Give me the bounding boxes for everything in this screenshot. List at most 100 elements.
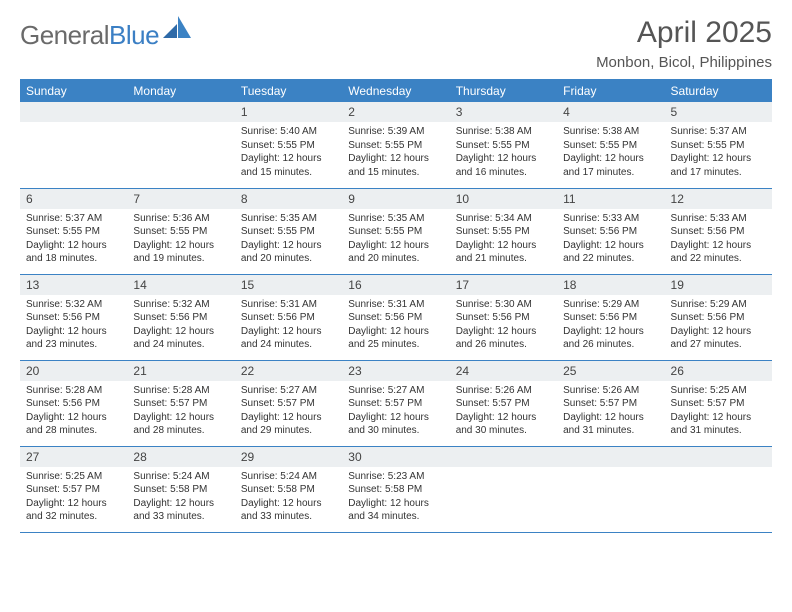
logo-text: GeneralBlue — [20, 20, 159, 51]
day-body: Sunrise: 5:38 AMSunset: 5:55 PMDaylight:… — [450, 122, 557, 185]
day-line-d1: Daylight: 12 hours — [563, 239, 658, 253]
day-line-ss: Sunset: 5:58 PM — [133, 483, 228, 497]
day-line-d1: Daylight: 12 hours — [241, 239, 336, 253]
day-number — [20, 102, 127, 122]
day-number: 12 — [665, 189, 772, 209]
day-cell: 9Sunrise: 5:35 AMSunset: 5:55 PMDaylight… — [342, 188, 449, 274]
logo-text-blue: Blue — [109, 20, 159, 50]
day-line-d2: and 31 minutes. — [671, 424, 766, 438]
day-body: Sunrise: 5:29 AMSunset: 5:56 PMDaylight:… — [665, 295, 772, 358]
day-line-ss: Sunset: 5:56 PM — [671, 311, 766, 325]
day-body: Sunrise: 5:24 AMSunset: 5:58 PMDaylight:… — [235, 467, 342, 530]
day-line-sr: Sunrise: 5:24 AM — [241, 470, 336, 484]
logo-text-general: General — [20, 20, 109, 50]
day-body: Sunrise: 5:37 AMSunset: 5:55 PMDaylight:… — [20, 209, 127, 272]
day-line-d2: and 25 minutes. — [348, 338, 443, 352]
day-line-d1: Daylight: 12 hours — [456, 239, 551, 253]
day-body: Sunrise: 5:24 AMSunset: 5:58 PMDaylight:… — [127, 467, 234, 530]
day-line-d2: and 15 minutes. — [348, 166, 443, 180]
day-line-ss: Sunset: 5:56 PM — [563, 311, 658, 325]
day-line-ss: Sunset: 5:57 PM — [241, 397, 336, 411]
day-line-ss: Sunset: 5:56 PM — [26, 397, 121, 411]
day-cell: 20Sunrise: 5:28 AMSunset: 5:56 PMDayligh… — [20, 360, 127, 446]
day-number: 10 — [450, 189, 557, 209]
day-line-sr: Sunrise: 5:33 AM — [671, 212, 766, 226]
day-line-sr: Sunrise: 5:39 AM — [348, 125, 443, 139]
day-line-ss: Sunset: 5:56 PM — [456, 311, 551, 325]
day-line-d1: Daylight: 12 hours — [348, 497, 443, 511]
day-cell: 5Sunrise: 5:37 AMSunset: 5:55 PMDaylight… — [665, 102, 772, 188]
day-line-d2: and 31 minutes. — [563, 424, 658, 438]
day-line-ss: Sunset: 5:55 PM — [241, 225, 336, 239]
day-cell: 27Sunrise: 5:25 AMSunset: 5:57 PMDayligh… — [20, 446, 127, 532]
day-line-ss: Sunset: 5:56 PM — [671, 225, 766, 239]
day-line-d2: and 27 minutes. — [671, 338, 766, 352]
day-body: Sunrise: 5:27 AMSunset: 5:57 PMDaylight:… — [235, 381, 342, 444]
day-number: 25 — [557, 361, 664, 381]
location: Monbon, Bicol, Philippines — [596, 54, 772, 71]
day-body: Sunrise: 5:34 AMSunset: 5:55 PMDaylight:… — [450, 209, 557, 272]
day-line-d2: and 22 minutes. — [671, 252, 766, 266]
day-line-d1: Daylight: 12 hours — [671, 411, 766, 425]
day-number: 28 — [127, 447, 234, 467]
day-cell — [20, 102, 127, 188]
day-cell — [450, 446, 557, 532]
weekday-header: Saturday — [665, 80, 772, 103]
day-line-ss: Sunset: 5:55 PM — [563, 139, 658, 153]
month-title: April 2025 — [596, 16, 772, 50]
day-line-d2: and 30 minutes. — [456, 424, 551, 438]
day-number: 9 — [342, 189, 449, 209]
day-cell: 21Sunrise: 5:28 AMSunset: 5:57 PMDayligh… — [127, 360, 234, 446]
day-line-d1: Daylight: 12 hours — [241, 497, 336, 511]
day-number: 5 — [665, 102, 772, 122]
day-line-ss: Sunset: 5:55 PM — [456, 225, 551, 239]
day-number: 19 — [665, 275, 772, 295]
day-body: Sunrise: 5:38 AMSunset: 5:55 PMDaylight:… — [557, 122, 664, 185]
day-line-ss: Sunset: 5:57 PM — [671, 397, 766, 411]
day-number: 20 — [20, 361, 127, 381]
day-line-sr: Sunrise: 5:35 AM — [348, 212, 443, 226]
day-number: 3 — [450, 102, 557, 122]
day-line-sr: Sunrise: 5:40 AM — [241, 125, 336, 139]
day-line-ss: Sunset: 5:55 PM — [348, 139, 443, 153]
day-line-d2: and 20 minutes. — [241, 252, 336, 266]
day-line-sr: Sunrise: 5:27 AM — [241, 384, 336, 398]
day-number: 4 — [557, 102, 664, 122]
day-line-d1: Daylight: 12 hours — [348, 411, 443, 425]
day-line-d2: and 15 minutes. — [241, 166, 336, 180]
day-line-ss: Sunset: 5:56 PM — [241, 311, 336, 325]
day-body — [557, 467, 664, 517]
day-body: Sunrise: 5:37 AMSunset: 5:55 PMDaylight:… — [665, 122, 772, 185]
day-cell: 10Sunrise: 5:34 AMSunset: 5:55 PMDayligh… — [450, 188, 557, 274]
day-line-d1: Daylight: 12 hours — [671, 239, 766, 253]
day-line-ss: Sunset: 5:55 PM — [348, 225, 443, 239]
day-line-d1: Daylight: 12 hours — [456, 325, 551, 339]
day-body: Sunrise: 5:26 AMSunset: 5:57 PMDaylight:… — [557, 381, 664, 444]
day-body: Sunrise: 5:23 AMSunset: 5:58 PMDaylight:… — [342, 467, 449, 530]
day-line-d1: Daylight: 12 hours — [133, 325, 228, 339]
day-line-d2: and 23 minutes. — [26, 338, 121, 352]
day-line-d1: Daylight: 12 hours — [563, 325, 658, 339]
day-line-sr: Sunrise: 5:29 AM — [671, 298, 766, 312]
day-cell: 2Sunrise: 5:39 AMSunset: 5:55 PMDaylight… — [342, 102, 449, 188]
day-line-ss: Sunset: 5:57 PM — [456, 397, 551, 411]
day-line-d2: and 24 minutes. — [133, 338, 228, 352]
day-cell: 26Sunrise: 5:25 AMSunset: 5:57 PMDayligh… — [665, 360, 772, 446]
day-line-d1: Daylight: 12 hours — [348, 152, 443, 166]
day-line-d1: Daylight: 12 hours — [26, 497, 121, 511]
day-line-d2: and 19 minutes. — [133, 252, 228, 266]
day-line-sr: Sunrise: 5:34 AM — [456, 212, 551, 226]
day-number: 17 — [450, 275, 557, 295]
day-line-sr: Sunrise: 5:29 AM — [563, 298, 658, 312]
day-body — [127, 122, 234, 172]
day-number — [557, 447, 664, 467]
day-line-d2: and 26 minutes. — [563, 338, 658, 352]
day-line-ss: Sunset: 5:58 PM — [241, 483, 336, 497]
day-line-ss: Sunset: 5:55 PM — [241, 139, 336, 153]
day-line-sr: Sunrise: 5:23 AM — [348, 470, 443, 484]
day-cell: 17Sunrise: 5:30 AMSunset: 5:56 PMDayligh… — [450, 274, 557, 360]
day-line-sr: Sunrise: 5:33 AM — [563, 212, 658, 226]
day-number: 18 — [557, 275, 664, 295]
header: GeneralBlue April 2025 Monbon, Bicol, Ph… — [20, 16, 772, 71]
day-number: 13 — [20, 275, 127, 295]
